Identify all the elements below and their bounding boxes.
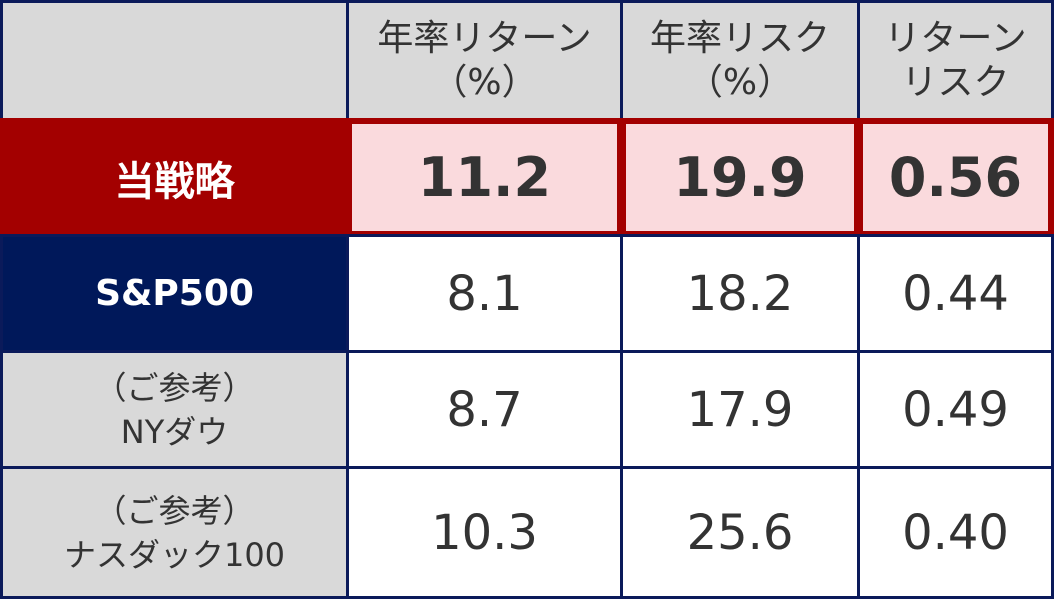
cell-text: （ご参考） <box>94 491 255 530</box>
cell-text: 11.2 <box>417 146 552 209</box>
row-label: （ご参考） ナスダック100 <box>0 466 349 599</box>
table-cell: 19.9 <box>620 118 860 237</box>
table-cell: 18.2 <box>620 234 860 353</box>
cell-text: 17.9 <box>686 381 794 438</box>
table-cell: 11.2 <box>346 118 623 237</box>
cell-text: 年率リターン <box>377 17 592 59</box>
cell-text: 0.56 <box>888 146 1023 209</box>
cell-text: 当戦略 <box>114 158 235 205</box>
cell-text: 18.2 <box>686 265 794 322</box>
table-cell: 10.3 <box>346 466 623 599</box>
row-label: （ご参考） NYダウ <box>0 350 349 469</box>
table-cell: 0.44 <box>857 234 1054 353</box>
cell-text: 19.9 <box>673 146 807 209</box>
table-cell: 8.7 <box>346 350 623 469</box>
cell-text: 0.40 <box>902 504 1009 561</box>
cell-text: ナスダック100 <box>63 535 286 574</box>
cell-text: （%） <box>686 61 794 103</box>
cell-text: 10.3 <box>431 504 538 561</box>
column-header: 年率リターン （%） <box>346 0 623 121</box>
cell-text: 年率リスク <box>649 17 830 59</box>
column-header: 年率リスク （%） <box>620 0 860 121</box>
cell-text: （ご参考） <box>94 368 255 407</box>
table-cell: 0.40 <box>857 466 1054 599</box>
cell-text: 25.6 <box>686 504 794 561</box>
table-cell: 0.49 <box>857 350 1054 469</box>
table-cell: 0.56 <box>857 118 1054 237</box>
cell-text: S&P500 <box>95 273 254 314</box>
table-cell: 8.1 <box>346 234 623 353</box>
column-header: リターン リスク <box>857 0 1054 121</box>
cell-text: 0.44 <box>902 265 1009 322</box>
cell-text: 8.7 <box>446 381 523 438</box>
column-header <box>0 0 349 121</box>
table-cell: 17.9 <box>620 350 860 469</box>
row-label: 当戦略 <box>0 118 349 237</box>
cell-text: リターン <box>884 17 1027 59</box>
cell-text: 0.49 <box>902 381 1009 438</box>
cell-text: （%） <box>431 61 538 103</box>
cell-text: リスク <box>901 61 1010 103</box>
cell-text: 8.1 <box>446 265 523 322</box>
table-cell: 25.6 <box>620 466 860 599</box>
cell-text: NYダウ <box>120 412 229 451</box>
row-label: S&P500 <box>0 234 349 353</box>
